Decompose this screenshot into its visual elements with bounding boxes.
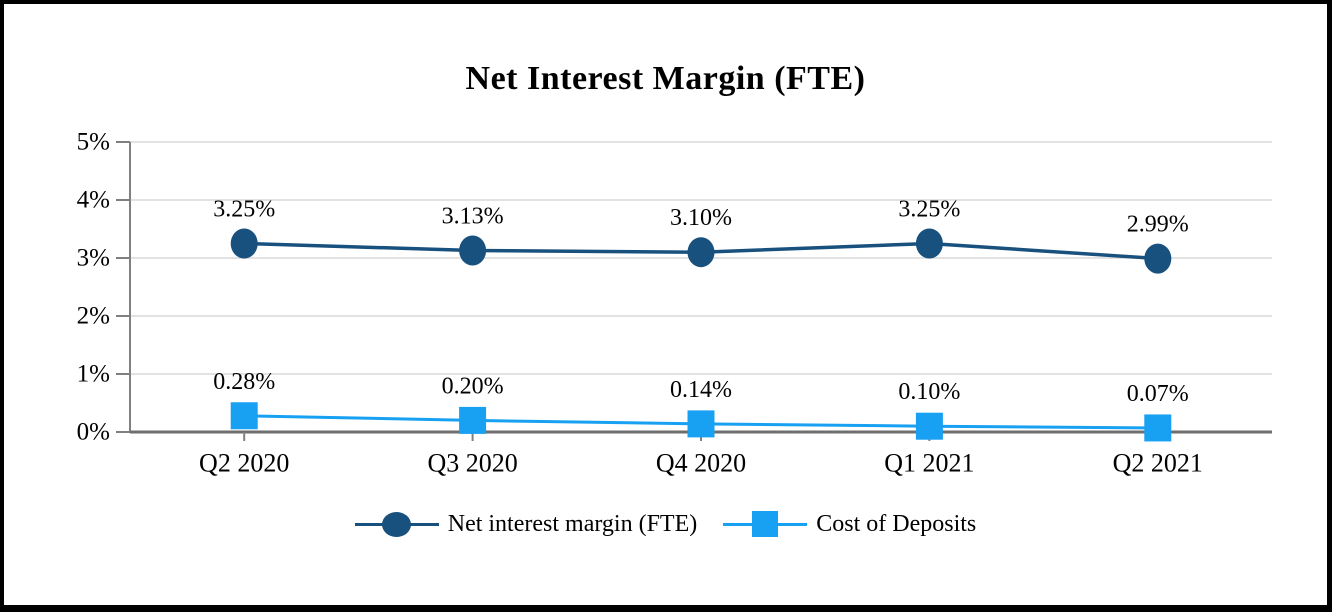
nim-line-marker-icon — [354, 508, 439, 540]
data-point-marker-circle — [1144, 243, 1172, 274]
data-point-label: 3.10% — [670, 205, 732, 231]
x-axis-category-label: Q2 2021 — [1113, 449, 1203, 478]
chart-title: Net Interest Margin (FTE) — [465, 60, 866, 97]
data-point-label: 3.25% — [898, 197, 960, 223]
y-axis-tick-label: 0% — [77, 419, 110, 446]
data-point-marker-square — [459, 406, 487, 434]
line-chart-plot-area: 0% 1% 2% 3% 4% 5% Q2 2020 Q3 2020 Q4 2020 Q1 2021… — [77, 129, 1272, 478]
legend-label-cost-of-deposits: Cost of Deposits — [816, 510, 977, 537]
y-axis-tick-label: 5% — [77, 129, 110, 156]
data-point-marker-square — [230, 402, 258, 430]
x-axis-category-label: Q3 2020 — [427, 449, 517, 478]
y-axis-tick-label: 1% — [77, 361, 110, 388]
legend-label-net-interest-margin: Net interest margin (FTE) — [447, 510, 698, 537]
data-point-label: 0.14% — [670, 377, 732, 403]
legend-item-net-interest-margin: Net interest margin (FTE) — [354, 508, 698, 540]
data-point-label: 0.28% — [213, 369, 275, 395]
deposits-line-marker-icon — [723, 508, 808, 540]
data-point-marker-square — [1144, 414, 1172, 442]
chart-legend: Net interest margin (FTE) Cost of Deposi… — [4, 508, 1327, 540]
x-axis-category-label: Q4 2020 — [656, 449, 746, 478]
data-point-marker-circle — [915, 228, 943, 259]
x-axis-category-label: Q1 2021 — [884, 449, 974, 478]
data-point-label: 0.20% — [442, 373, 504, 399]
data-point-label: 3.13% — [442, 203, 504, 229]
data-point-label: 3.25% — [213, 197, 275, 223]
data-point-label: 2.99% — [1127, 212, 1189, 238]
data-point-marker-circle — [230, 228, 258, 259]
data-point-marker-circle — [687, 237, 715, 268]
data-point-marker-circle — [459, 235, 487, 266]
data-point-marker-square — [687, 410, 715, 438]
y-axis-tick-label: 2% — [77, 303, 110, 330]
x-axis-category-label: Q2 2020 — [199, 449, 289, 478]
data-point-label: 0.10% — [898, 379, 960, 405]
legend-item-cost-of-deposits: Cost of Deposits — [723, 508, 976, 540]
data-point-marker-square — [915, 412, 943, 440]
data-point-label: 0.07% — [1127, 381, 1189, 407]
y-axis-tick-label: 4% — [77, 187, 110, 214]
y-axis-tick-label: 3% — [77, 245, 110, 272]
